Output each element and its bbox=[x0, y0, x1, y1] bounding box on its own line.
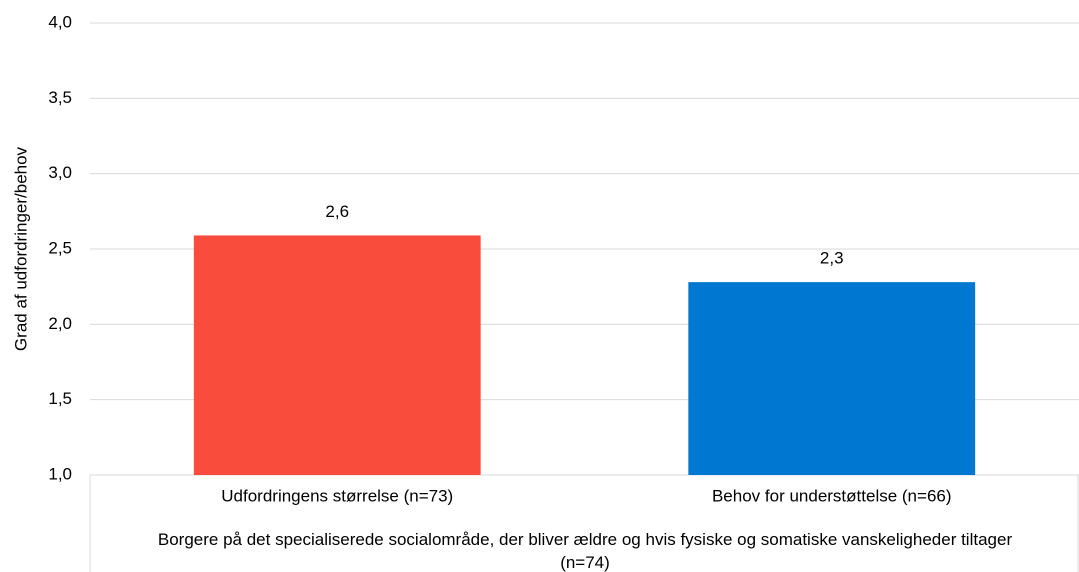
y-axis-label: Grad af udfordringer/behov bbox=[11, 146, 30, 351]
y-tick-label: 1,0 bbox=[48, 464, 72, 483]
value-label: 2,3 bbox=[820, 249, 844, 268]
x-tick-label: Udfordringens størrelse (n=73) bbox=[221, 486, 453, 505]
x-tick-label: Behov for understøttelse (n=66) bbox=[712, 486, 952, 505]
y-tick-label: 4,0 bbox=[48, 12, 72, 31]
group-label: Borgere på det specialiserede socialområ… bbox=[157, 530, 1013, 572]
y-tick-label: 1,5 bbox=[48, 389, 72, 408]
bar bbox=[688, 282, 976, 475]
y-tick-label: 3,5 bbox=[48, 88, 72, 107]
y-tick-label: 2,5 bbox=[48, 238, 72, 257]
value-label: 2,6 bbox=[325, 202, 349, 221]
bar bbox=[193, 235, 481, 475]
y-tick-label: 2,0 bbox=[48, 314, 72, 333]
y-tick-label: 3,0 bbox=[48, 163, 72, 182]
